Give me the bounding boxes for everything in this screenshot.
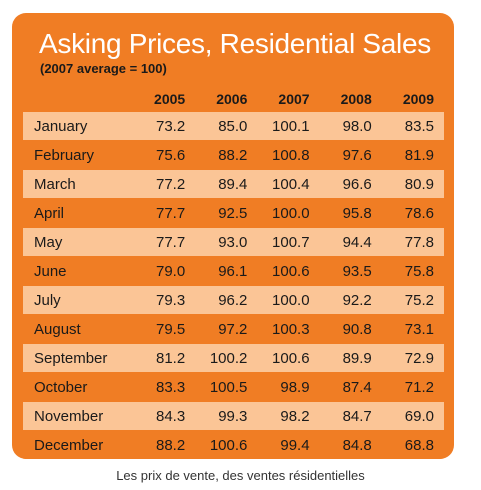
table-cell: 88.2 bbox=[218, 146, 248, 164]
table-cell: 90.8 bbox=[342, 320, 372, 338]
table-cell: 77.7 bbox=[156, 204, 186, 222]
table-cell: 99.3 bbox=[218, 407, 248, 425]
table-cell: 100.1 bbox=[272, 117, 310, 135]
row-label: October bbox=[34, 378, 88, 396]
table-cell: 73.1 bbox=[404, 320, 434, 338]
row-label: December bbox=[34, 436, 104, 454]
row-label: April bbox=[34, 204, 65, 222]
table-row: January 73.2 85.0 100.1 98.0 83.5 bbox=[23, 111, 444, 141]
table-cell: 100.0 bbox=[272, 291, 310, 309]
row-label: June bbox=[34, 262, 67, 280]
table-cell: 73.2 bbox=[156, 117, 186, 135]
chart-panel: Asking Prices, Residential Sales (2007 a… bbox=[12, 13, 454, 459]
table-cell: 98.2 bbox=[280, 407, 310, 425]
row-label: February bbox=[34, 146, 95, 164]
table-cell: 97.2 bbox=[218, 320, 248, 338]
row-label: August bbox=[34, 320, 81, 338]
table-cell: 75.8 bbox=[404, 262, 434, 280]
table-cell: 97.6 bbox=[342, 146, 372, 164]
table-cell: 85.0 bbox=[218, 117, 248, 135]
table-cell: 99.4 bbox=[280, 436, 310, 454]
column-header-2006: 2006 bbox=[216, 90, 248, 107]
table-cell: 84.7 bbox=[342, 407, 372, 425]
table-cell: 75.2 bbox=[404, 291, 434, 309]
table-row: December 88.2 100.6 99.4 84.8 68.8 bbox=[23, 430, 444, 459]
table-cell: 89.4 bbox=[218, 175, 248, 193]
table-cell: 84.8 bbox=[342, 436, 372, 454]
header-corner bbox=[23, 86, 133, 112]
table-row: September 81.2 100.2 100.6 89.9 72.9 bbox=[23, 343, 444, 373]
table-cell: 100.6 bbox=[272, 349, 310, 367]
table-cell: 100.7 bbox=[272, 233, 310, 251]
table-cell: 77.2 bbox=[156, 175, 186, 193]
table-cell: 89.9 bbox=[342, 349, 372, 367]
table-cell: 75.6 bbox=[156, 146, 186, 164]
table-cell: 77.7 bbox=[156, 233, 186, 251]
column-header-2008: 2008 bbox=[340, 90, 372, 107]
table-row: July 79.3 96.2 100.0 92.2 75.2 bbox=[23, 285, 444, 315]
row-label: May bbox=[34, 233, 63, 251]
table-row: November 84.3 99.3 98.2 84.7 69.0 bbox=[23, 401, 444, 431]
table-cell: 68.8 bbox=[404, 436, 434, 454]
table-cell: 100.0 bbox=[272, 204, 310, 222]
column-header-2007: 2007 bbox=[278, 90, 310, 107]
table-cell: 100.2 bbox=[209, 349, 248, 367]
table-cell: 100.8 bbox=[272, 146, 310, 164]
table-cell: 98.0 bbox=[342, 117, 372, 135]
table-cell: 83.5 bbox=[404, 117, 434, 135]
table-row: June 79.0 96.1 100.6 93.5 75.8 bbox=[23, 256, 444, 286]
chart-title: Asking Prices, Residential Sales bbox=[39, 28, 431, 59]
table-cell: 93.5 bbox=[342, 262, 372, 280]
table-cell: 95.8 bbox=[342, 204, 372, 222]
header-row: 2005 2006 2007 2008 2009 bbox=[23, 86, 444, 112]
table-cell: 71.2 bbox=[404, 378, 434, 396]
table-cell: 72.9 bbox=[404, 349, 434, 367]
table-cell: 87.4 bbox=[342, 378, 372, 396]
chart-subtitle: (2007 average = 100) bbox=[40, 61, 167, 76]
table-cell: 79.0 bbox=[156, 262, 186, 280]
table-cell: 100.4 bbox=[272, 175, 310, 193]
table-cell: 96.2 bbox=[218, 291, 248, 309]
table-cell: 100.3 bbox=[272, 320, 310, 338]
table-cell: 100.6 bbox=[209, 436, 248, 454]
table-cell: 96.1 bbox=[218, 262, 248, 280]
table-cell: 79.3 bbox=[156, 291, 186, 309]
table-cell: 77.8 bbox=[404, 233, 434, 251]
table-cell: 69.0 bbox=[404, 407, 434, 425]
table-cell: 93.0 bbox=[218, 233, 248, 251]
column-header-2005: 2005 bbox=[154, 90, 186, 107]
table-row: March 77.2 89.4 100.4 96.6 80.9 bbox=[23, 169, 444, 199]
table-cell: 94.4 bbox=[342, 233, 372, 251]
table-cell: 88.2 bbox=[156, 436, 186, 454]
table-row: April 77.7 92.5 100.0 95.8 78.6 bbox=[23, 198, 444, 228]
table-row: August 79.5 97.2 100.3 90.8 73.1 bbox=[23, 314, 444, 344]
table-cell: 80.9 bbox=[404, 175, 434, 193]
table-row: February 75.6 88.2 100.8 97.6 81.9 bbox=[23, 140, 444, 170]
table-cell: 83.3 bbox=[156, 378, 186, 396]
table-cell: 100.6 bbox=[272, 262, 310, 280]
table-body: January 73.2 85.0 100.1 98.0 83.5 February 75.6… bbox=[23, 111, 444, 459]
row-label: January bbox=[34, 117, 88, 135]
table-cell: 81.9 bbox=[404, 146, 434, 164]
image-caption: Les prix de vente, des ventes résidentie… bbox=[116, 468, 365, 483]
row-label: November bbox=[34, 407, 104, 425]
row-label: July bbox=[34, 291, 61, 309]
table-cell: 96.6 bbox=[342, 175, 372, 193]
table-cell: 79.5 bbox=[156, 320, 186, 338]
table-cell: 92.5 bbox=[218, 204, 248, 222]
table-row: May 77.7 93.0 100.7 94.4 77.8 bbox=[23, 227, 444, 257]
table-row: October 83.3 100.5 98.9 87.4 71.2 bbox=[23, 372, 444, 402]
row-label: September bbox=[34, 349, 108, 367]
table-cell: 92.2 bbox=[342, 291, 372, 309]
row-label: March bbox=[34, 175, 76, 193]
price-index-table: 2005 2006 2007 2008 2009 January 73.2 85.0… bbox=[23, 86, 444, 459]
table-cell: 78.6 bbox=[404, 204, 434, 222]
table-cell: 81.2 bbox=[156, 349, 186, 367]
column-header-2009: 2009 bbox=[402, 90, 434, 107]
table-cell: 84.3 bbox=[156, 407, 186, 425]
table-cell: 100.5 bbox=[209, 378, 248, 396]
table-cell: 98.9 bbox=[280, 378, 310, 396]
